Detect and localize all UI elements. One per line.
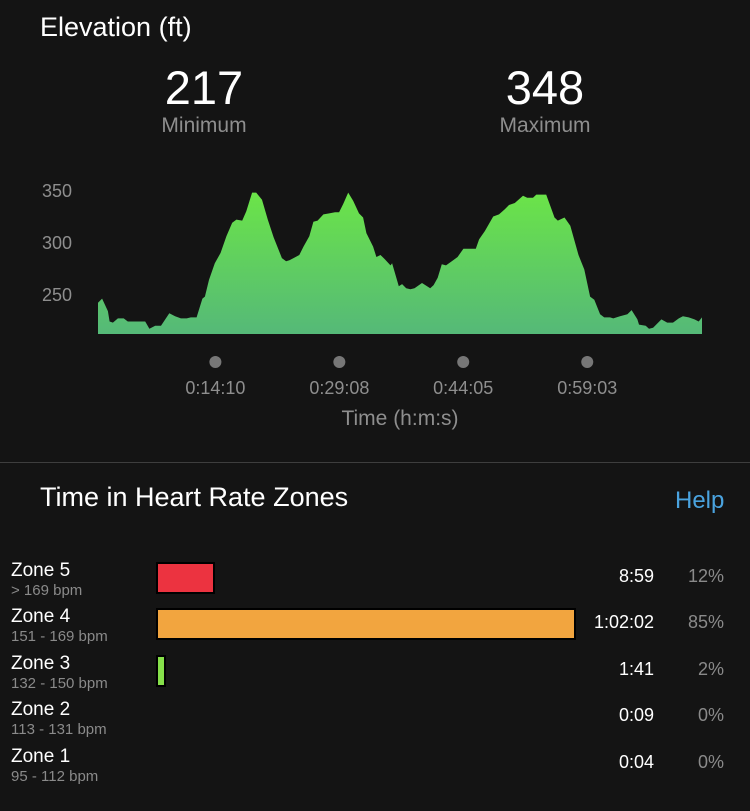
x-tick-marker bbox=[209, 356, 222, 368]
zone-name: Zone 1 bbox=[11, 746, 71, 767]
zone-bar bbox=[156, 655, 166, 687]
zone-time: 0:04 bbox=[618, 752, 654, 772]
zone-percent: 2% bbox=[697, 659, 724, 679]
hr-zones-title: Time in Heart Rate Zones bbox=[40, 482, 349, 512]
zone-percent: 0% bbox=[697, 705, 724, 725]
elevation-title: Elevation (ft) bbox=[40, 12, 192, 42]
zone-bpm-range: 151 - 169 bpm bbox=[11, 628, 108, 645]
zone-bpm-range: 95 - 112 bpm bbox=[11, 768, 99, 785]
zone-bpm-range: 132 - 150 bpm bbox=[11, 675, 108, 692]
x-tick-label: 0:59:03 bbox=[557, 378, 618, 398]
zone-percent: 85% bbox=[687, 612, 724, 632]
zone-bpm-range: > 169 bpm bbox=[11, 582, 83, 599]
minimum-value: 217 bbox=[164, 61, 244, 114]
zone-name: Zone 2 bbox=[11, 699, 71, 720]
y-tick-label: 350 bbox=[42, 181, 73, 201]
y-tick-label: 300 bbox=[42, 233, 73, 253]
x-axis-label: Time (h:m:s) bbox=[341, 407, 459, 430]
maximum-label: Maximum bbox=[499, 114, 591, 137]
help-link[interactable]: Help bbox=[675, 487, 725, 514]
x-tick-marker bbox=[581, 356, 594, 368]
x-tick-label: 0:44:05 bbox=[433, 378, 494, 398]
x-tick-label: 0:29:08 bbox=[309, 378, 370, 398]
zone-bar bbox=[156, 562, 216, 594]
section-divider bbox=[0, 462, 750, 463]
zone-name: Zone 5 bbox=[11, 560, 71, 581]
zone-bpm-range: 113 - 131 bpm bbox=[11, 721, 107, 738]
minimum-label: Minimum bbox=[161, 114, 247, 137]
elevation-area bbox=[98, 192, 702, 334]
x-tick-marker bbox=[333, 356, 346, 368]
zone-percent: 12% bbox=[687, 566, 724, 586]
zone-name: Zone 4 bbox=[11, 606, 71, 627]
zone-time: 0:09 bbox=[618, 705, 654, 725]
x-tick-marker bbox=[457, 356, 470, 368]
zone-time: 1:41 bbox=[618, 659, 654, 679]
zone-percent: 0% bbox=[697, 752, 724, 772]
y-tick-label: 250 bbox=[42, 285, 73, 305]
maximum-value: 348 bbox=[505, 61, 585, 114]
zone-time: 1:02:02 bbox=[593, 612, 654, 632]
zone-bar bbox=[156, 608, 576, 640]
zone-name: Zone 3 bbox=[11, 653, 71, 674]
x-tick-label: 0:14:10 bbox=[185, 378, 246, 398]
zone-time: 8:59 bbox=[618, 566, 654, 586]
